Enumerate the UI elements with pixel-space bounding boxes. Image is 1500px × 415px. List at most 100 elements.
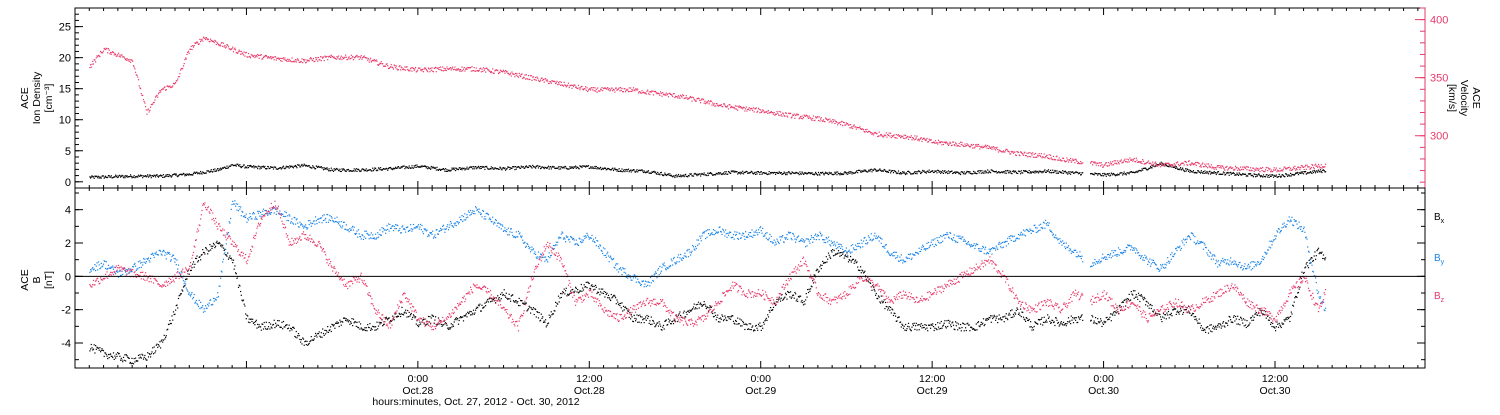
top-red-point bbox=[1038, 155, 1039, 156]
top-red-point bbox=[390, 66, 391, 67]
top-red-point bbox=[914, 139, 915, 140]
top-red-point bbox=[100, 51, 101, 52]
top-black-point bbox=[174, 173, 175, 174]
bottom-Bx-point bbox=[596, 293, 597, 294]
bottom-Bx-point bbox=[944, 320, 945, 321]
top-red-point bbox=[985, 145, 986, 146]
top-red-point bbox=[341, 56, 342, 57]
bottom-Bx-point bbox=[586, 287, 587, 288]
bottom-Bx-point bbox=[809, 291, 810, 292]
top-red-point bbox=[592, 89, 593, 90]
top-black-point bbox=[755, 174, 756, 175]
top-red-point bbox=[536, 76, 537, 77]
top-black-point bbox=[624, 169, 625, 170]
top-red-point bbox=[1002, 151, 1003, 152]
top-red-point bbox=[366, 58, 367, 59]
top-red-point bbox=[609, 88, 610, 89]
bottom-Bx-point bbox=[920, 326, 921, 327]
top-red-point bbox=[404, 66, 405, 67]
bottom-Bx-point bbox=[479, 304, 480, 305]
top-black-point bbox=[1317, 172, 1318, 173]
bottom-Bx-point bbox=[630, 318, 631, 319]
top-red-point bbox=[120, 56, 121, 57]
top-red-point bbox=[129, 59, 130, 60]
top-black-point bbox=[1028, 172, 1029, 173]
bottom-Bx-point bbox=[398, 316, 399, 317]
bottom-Bx-point bbox=[359, 329, 360, 330]
bottom-Bx-point bbox=[358, 327, 359, 328]
bottom-Bx-point bbox=[1006, 318, 1007, 319]
top-red-point bbox=[749, 107, 750, 108]
top-red-point bbox=[841, 121, 842, 122]
bottom-Bx-point bbox=[683, 312, 684, 313]
top-black-point bbox=[651, 173, 652, 174]
top-black-point bbox=[1142, 170, 1143, 171]
bottom-Bx-point bbox=[465, 315, 466, 316]
top-black-point bbox=[668, 173, 669, 174]
top-black-point bbox=[115, 175, 116, 176]
top-red-point bbox=[545, 78, 546, 79]
top-black-point bbox=[416, 164, 417, 165]
bottom-Bx-point bbox=[719, 321, 720, 322]
top-black-point bbox=[817, 175, 818, 176]
top-red-point bbox=[124, 57, 125, 58]
top-black-point bbox=[1044, 170, 1045, 171]
top-red-point bbox=[1251, 170, 1252, 171]
top-black-point bbox=[1263, 174, 1264, 175]
bottom-Bx-point bbox=[756, 325, 757, 326]
top-black-point bbox=[259, 168, 260, 169]
top-red-point bbox=[187, 52, 188, 53]
top-red-point bbox=[1276, 171, 1277, 172]
bottom-Bx-point bbox=[890, 307, 891, 308]
top-red-point bbox=[918, 139, 919, 140]
top-red-point bbox=[1023, 155, 1024, 156]
bottom-Bx-point bbox=[316, 336, 317, 337]
bottom-Bx-point bbox=[281, 327, 282, 328]
top-black-point bbox=[303, 165, 304, 166]
bottom-Bx-point bbox=[620, 303, 621, 304]
top-red-point bbox=[154, 102, 155, 103]
bottom-Bx-point bbox=[864, 272, 865, 273]
top-black-point bbox=[1106, 176, 1107, 177]
top-red-point bbox=[721, 104, 722, 105]
top-black-point bbox=[559, 166, 560, 167]
top-red-point bbox=[264, 56, 265, 57]
top-red-point bbox=[93, 63, 94, 64]
top-black-point bbox=[730, 173, 731, 174]
top-red-point bbox=[988, 148, 989, 149]
bottom-Bx-point bbox=[325, 333, 326, 334]
bottom-Bx-point bbox=[229, 255, 230, 256]
bottom-Bx-point bbox=[555, 302, 556, 303]
bottom-Bx-point bbox=[744, 329, 745, 330]
top-red-point bbox=[1246, 166, 1247, 167]
top-red-point bbox=[391, 64, 392, 65]
top-black-point bbox=[454, 168, 455, 169]
bottom-Bx-point bbox=[169, 324, 170, 325]
bottom-Bx-point bbox=[451, 326, 452, 327]
top-red-point bbox=[353, 59, 354, 60]
bottom-Bx-point bbox=[91, 347, 92, 348]
bottom-Bx-point bbox=[466, 313, 467, 314]
bottom-Bx-point bbox=[986, 320, 987, 321]
top-red-point bbox=[321, 60, 322, 61]
top-red-point bbox=[790, 113, 791, 114]
top-black-point bbox=[681, 176, 682, 177]
bottom-Bx-point bbox=[776, 299, 777, 300]
top-red-point bbox=[959, 143, 960, 144]
top-red-point bbox=[464, 67, 465, 68]
top-red-point bbox=[850, 124, 851, 125]
bottom-Bx-point bbox=[664, 328, 665, 329]
top-black-point bbox=[940, 173, 941, 174]
bottom-Bx-point bbox=[598, 292, 599, 293]
top-black-point bbox=[1196, 172, 1197, 173]
top-red-point bbox=[175, 82, 176, 83]
top-red-point bbox=[945, 143, 946, 144]
top-black-point bbox=[210, 171, 211, 172]
top-black-point bbox=[1208, 173, 1209, 174]
top-red-point bbox=[1012, 151, 1013, 152]
top-black-point bbox=[116, 175, 117, 176]
top-black-point bbox=[642, 170, 643, 171]
top-red-point bbox=[777, 113, 778, 114]
top-red-point bbox=[156, 95, 157, 96]
